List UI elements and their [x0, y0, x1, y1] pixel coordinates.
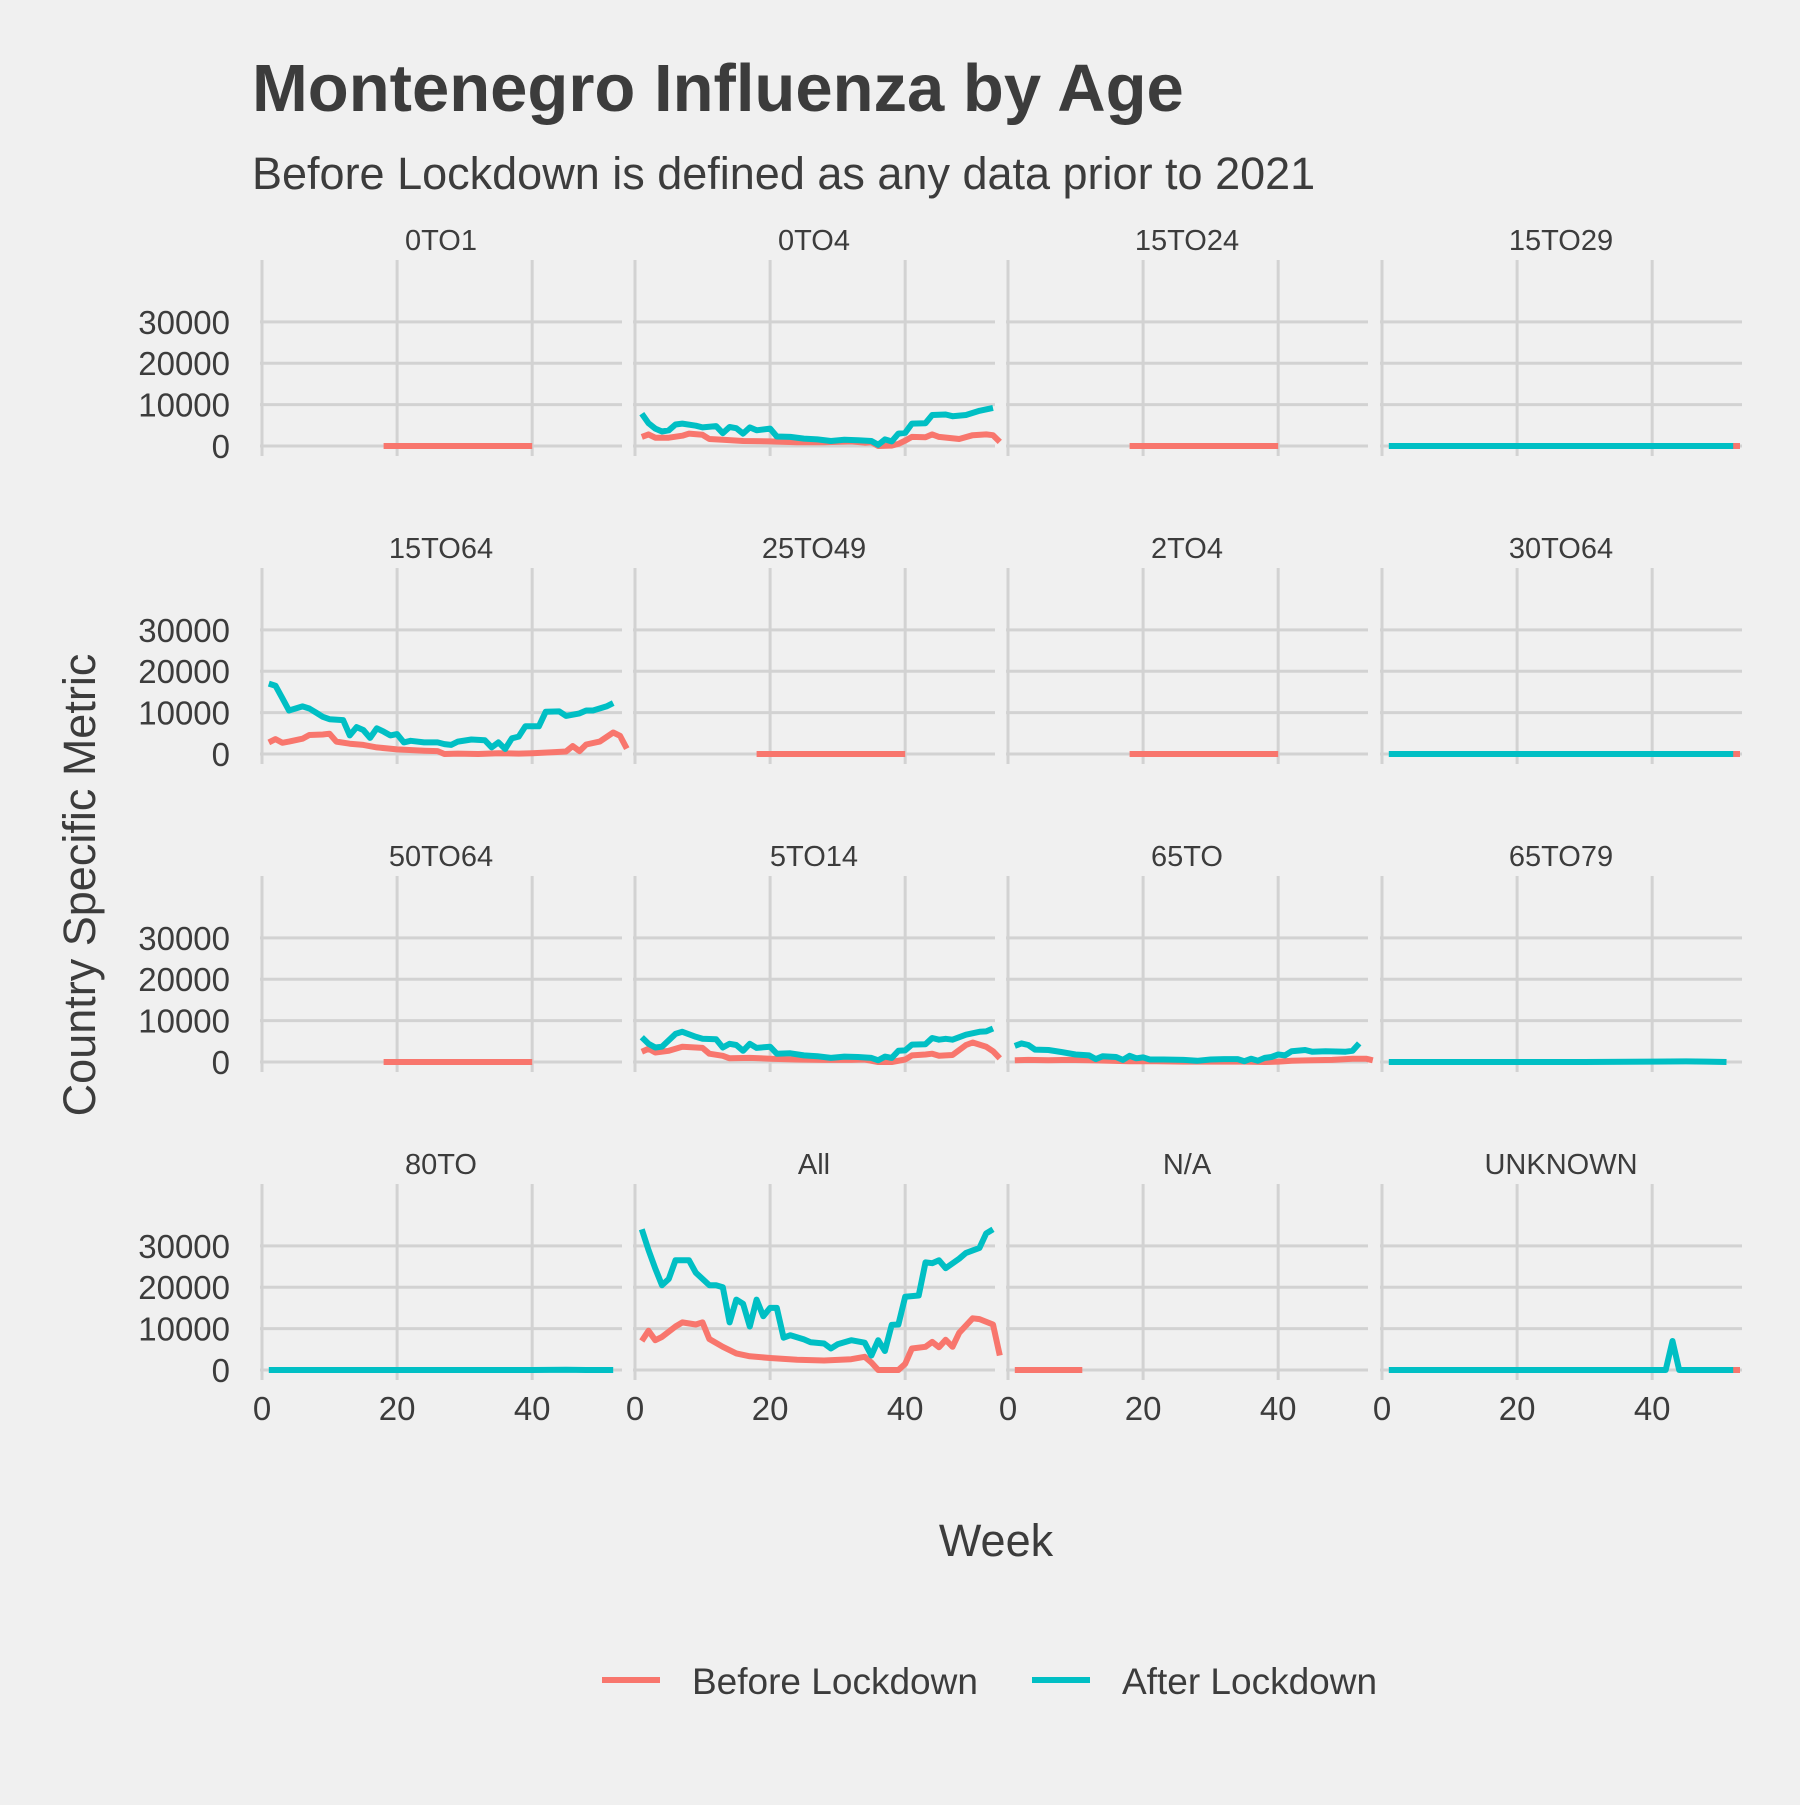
y-tick-label: 10000 — [138, 387, 230, 424]
facet-strip-label: 0TO1 — [405, 225, 477, 257]
x-tick-label: 0 — [253, 1390, 271, 1427]
y-tick-label: 10000 — [138, 1311, 230, 1348]
facet-strip-label: 15TO24 — [1135, 225, 1239, 257]
x-tick-label: 0 — [1373, 1390, 1391, 1427]
y-tick-label: 20000 — [138, 1269, 230, 1306]
x-tick-label: 40 — [1260, 1390, 1297, 1427]
y-axis-label: Country Specific Metric — [54, 654, 105, 1117]
x-tick-label: 20 — [379, 1390, 416, 1427]
facet-strip-label: 65TO — [1151, 841, 1223, 873]
x-tick-label: 40 — [514, 1390, 551, 1427]
facet-strip-label: 80TO — [405, 1149, 477, 1181]
y-tick-label: 30000 — [138, 304, 230, 341]
y-tick-label: 30000 — [138, 920, 230, 957]
y-tick-label: 30000 — [138, 612, 230, 649]
facet-strip-label: 15TO29 — [1509, 225, 1613, 257]
facet-strip-label: 5TO14 — [770, 841, 858, 873]
y-tick-label: 20000 — [138, 961, 230, 998]
facet-strip-label: 50TO64 — [389, 841, 493, 873]
y-tick-label: 0 — [212, 1352, 230, 1389]
legend-label-before: Before Lockdown — [692, 1661, 978, 1702]
y-tick-label: 10000 — [138, 695, 230, 732]
facet-strip-label: N/A — [1163, 1149, 1212, 1181]
facet-strip-label: 15TO64 — [389, 533, 493, 565]
x-tick-label: 40 — [1634, 1390, 1671, 1427]
facet-strip-label: 2TO4 — [1151, 533, 1223, 565]
x-axis-label: Week — [939, 1515, 1054, 1566]
x-tick-label: 20 — [752, 1390, 789, 1427]
x-tick-label: 0 — [626, 1390, 644, 1427]
x-tick-label: 20 — [1125, 1390, 1162, 1427]
series-line-after — [1389, 1061, 1727, 1062]
facet-strip-label: UNKNOWN — [1484, 1149, 1637, 1181]
facet-strip-label: 30TO64 — [1509, 533, 1613, 565]
chart-title: Montenegro Influenza by Age — [252, 51, 1184, 126]
facet-strip-label: 0TO4 — [778, 225, 850, 257]
chart-subtitle: Before Lockdown is defined as any data p… — [252, 148, 1315, 199]
y-tick-label: 30000 — [138, 1228, 230, 1265]
y-tick-label: 0 — [212, 1044, 230, 1081]
y-tick-label: 0 — [212, 428, 230, 465]
x-tick-label: 20 — [1499, 1390, 1536, 1427]
legend-label-after: After Lockdown — [1122, 1661, 1377, 1702]
facet-strip-label: 25TO49 — [762, 533, 866, 565]
x-tick-label: 0 — [999, 1390, 1017, 1427]
y-tick-label: 20000 — [138, 345, 230, 382]
y-tick-label: 0 — [212, 736, 230, 773]
facet-strip-label: All — [798, 1149, 830, 1181]
facet-strip-label: 65TO79 — [1509, 841, 1613, 873]
y-tick-label: 10000 — [138, 1003, 230, 1040]
y-tick-label: 20000 — [138, 653, 230, 690]
x-tick-label: 40 — [887, 1390, 924, 1427]
